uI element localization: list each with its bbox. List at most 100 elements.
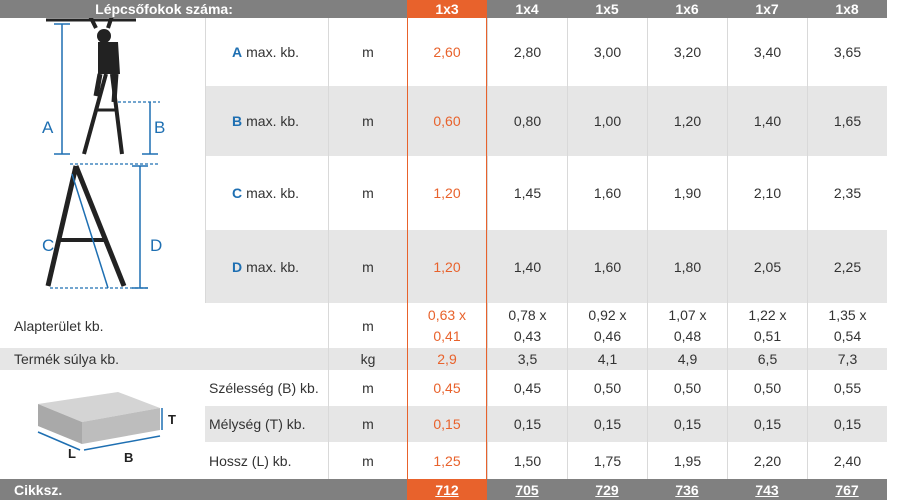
diagram-letter-d: D <box>150 236 163 255</box>
value-cell: 0,92 x 0,46 <box>567 303 647 348</box>
value-cell: 4,1 <box>567 348 647 370</box>
product-code-link[interactable]: 712 <box>407 479 487 500</box>
row-label-weight: Termék súlya kb. <box>14 351 120 367</box>
value-cell: 2,20 <box>727 442 807 479</box>
value-cell-highlight: 0,60 <box>433 113 461 129</box>
value-cell: 0,78 x 0,43 <box>487 303 567 348</box>
value-line: 0,92 x <box>588 306 627 323</box>
value-cell: 3,40 <box>727 18 807 86</box>
value-cell: 1,35 x 0,54 <box>807 303 887 348</box>
box-illustration-panel: T L B <box>0 370 205 479</box>
row-label-footprint: Alapterület kb. <box>14 317 104 334</box>
value-cell: 1,40 <box>727 86 807 156</box>
value-line: 0,46 <box>593 327 622 344</box>
row-label-a: A max. kb. <box>205 18 328 86</box>
value-cell-highlight: 1,20 <box>433 258 461 275</box>
value-cell: 2,80 <box>487 18 567 86</box>
product-code-link[interactable]: 705 <box>515 481 539 498</box>
product-code-link[interactable]: 743 <box>755 481 779 498</box>
value-cell-highlight: 1,25 <box>433 452 461 469</box>
value-cell: 3,65 <box>807 18 887 86</box>
diagram-letter-c: C <box>42 236 55 255</box>
value-cell: 1,00 <box>567 86 647 156</box>
unit-cell: kg <box>328 348 407 370</box>
value-line: 0,63 x <box>427 306 467 323</box>
value-cell: 0,15 <box>487 406 567 442</box>
value-line: 0,48 <box>673 327 702 344</box>
value-cell: 1,80 <box>647 230 727 303</box>
value-cell: 3,00 <box>567 18 647 86</box>
value-cell-highlight: 2,9 <box>437 351 457 367</box>
product-code-link[interactable]: 729 <box>595 481 619 498</box>
value-cell: 1,60 <box>567 156 647 230</box>
header-col-1x3: 1x3 <box>407 0 487 18</box>
value-cell: 1,22 x 0,51 <box>727 303 807 348</box>
value-line: 0,54 <box>833 327 862 344</box>
unit-cell: m <box>328 86 407 156</box>
ladder-dimensions-illustration <box>45 15 160 289</box>
box-letter-b: B <box>124 450 134 465</box>
letter-c: C <box>232 185 243 201</box>
box-letter-t: T <box>168 412 176 427</box>
value-cell: 0,50 <box>727 370 807 406</box>
value-line: 0,43 <box>513 327 542 344</box>
person-head-icon <box>97 29 111 43</box>
row-label-text: max. kb. <box>246 44 300 60</box>
footer-label: Cikksz. <box>14 481 63 498</box>
row-label-c: C max. kb. <box>205 156 328 230</box>
value-cell: 0,50 <box>567 370 647 406</box>
header-col-1x4: 1x4 <box>515 1 539 17</box>
value-cell: 1,60 <box>567 230 647 303</box>
value-cell: 0,15 <box>807 406 887 442</box>
header-col-1x7: 1x7 <box>755 1 779 17</box>
illustration-panel: A B C D <box>0 15 205 303</box>
unit-cell: m <box>328 442 407 479</box>
value-cell: 2,40 <box>807 442 887 479</box>
value-cell-highlight: 2,60 <box>433 44 461 60</box>
box-letter-l: L <box>68 446 76 461</box>
value-cell: 1,75 <box>567 442 647 479</box>
row-label-text: max. kb. <box>246 185 300 201</box>
header-title: Lépcsőfokok száma: <box>95 1 233 17</box>
value-cell-highlight: 0,63 x 0,41 <box>407 303 487 348</box>
row-label-b: B max. kb. <box>205 86 328 156</box>
value-cell: 0,15 <box>647 406 727 442</box>
value-line: 0,51 <box>753 327 782 344</box>
value-cell: 4,9 <box>647 348 727 370</box>
value-cell: 2,05 <box>727 230 807 303</box>
header-col-1x6: 1x6 <box>675 1 699 17</box>
value-cell: 1,45 <box>487 156 567 230</box>
value-cell: 1,07 x 0,48 <box>647 303 727 348</box>
header-col-1x8: 1x8 <box>835 1 859 17</box>
row-label-d: D max. kb. <box>205 230 328 303</box>
diagram-letter-a: A <box>42 118 54 137</box>
letter-b: B <box>232 113 243 129</box>
product-code-link[interactable]: 767 <box>835 481 859 498</box>
header-row: Lépcsőfokok száma: 1x3 1x4 1x5 1x6 1x7 1… <box>0 0 887 18</box>
value-cell: 2,10 <box>727 156 807 230</box>
value-cell: 6,5 <box>727 348 807 370</box>
table-row-weight: Termék súlya kb. kg 2,9 3,5 4,1 4,9 6,5 … <box>0 348 887 370</box>
row-label-depth: Mélység (T) kb. <box>209 416 306 432</box>
value-line: 1,07 x <box>668 306 707 323</box>
value-cell: 2,35 <box>807 156 887 230</box>
row-label-text: max. kb. <box>246 113 300 129</box>
value-line: 1,35 x <box>828 306 867 323</box>
unit-cell: m <box>328 406 407 442</box>
header-col-1x5: 1x5 <box>595 1 619 17</box>
value-cell: 1,20 <box>647 86 727 156</box>
value-cell: 1,90 <box>647 156 727 230</box>
diagram-letter-b: B <box>154 118 166 137</box>
value-cell-highlight: 1,20 <box>433 185 461 201</box>
value-line: 1,22 x <box>748 306 787 323</box>
table-row-footprint: Alapterület kb. m 0,63 x 0,41 0,78 x 0,4… <box>0 303 887 348</box>
product-code-link[interactable]: 736 <box>675 481 699 498</box>
row-label-width: Szélesség (B) kb. <box>209 380 319 396</box>
unit-cell: m <box>328 18 407 86</box>
value-cell: 0,50 <box>647 370 727 406</box>
value-cell: 0,15 <box>567 406 647 442</box>
value-cell: 0,55 <box>807 370 887 406</box>
value-cell: 0,45 <box>487 370 567 406</box>
value-cell: 0,15 <box>727 406 807 442</box>
value-line: 0,78 x <box>508 306 547 323</box>
